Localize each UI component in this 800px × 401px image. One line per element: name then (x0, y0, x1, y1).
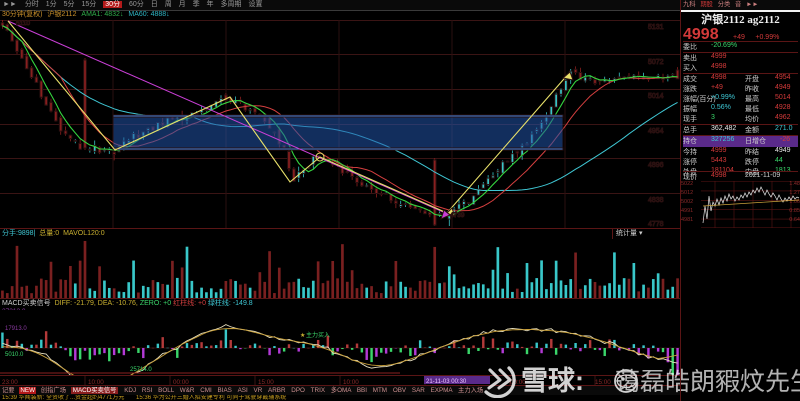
svg-text:5131: 5131 (648, 24, 664, 31)
svg-text:4991: 4991 (681, 208, 693, 214)
svg-text:5012: 5012 (681, 190, 693, 196)
svg-text:0.64: 0.64 (789, 217, 800, 223)
svg-text:4838: 4838 (648, 197, 664, 204)
svg-text:0.85: 0.85 (789, 208, 800, 214)
svg-text:5010.0: 5010.0 (5, 352, 24, 358)
svg-text:5022: 5022 (681, 181, 693, 187)
svg-text:★: ★ (300, 332, 305, 339)
svg-text:4896: 4896 (648, 162, 664, 169)
svg-text:1.27: 1.27 (789, 190, 800, 196)
svg-text:4954: 4954 (648, 128, 664, 135)
svg-text:5072: 5072 (648, 59, 664, 66)
svg-text:17913.0: 17913.0 (5, 326, 27, 332)
svg-text:5002: 5002 (681, 199, 693, 205)
svg-text:25714.0: 25714.0 (130, 367, 152, 373)
svg-text:5014: 5014 (648, 93, 664, 100)
svg-text:1.48: 1.48 (789, 181, 800, 187)
svg-text:4778: 4778 (648, 221, 664, 228)
svg-text:4981: 4981 (681, 217, 693, 223)
svg-text:5110: 5110 (16, 20, 30, 27)
svg-text:主力买入: 主力买入 (306, 331, 330, 339)
svg-text:4739: 4739 (450, 212, 465, 219)
